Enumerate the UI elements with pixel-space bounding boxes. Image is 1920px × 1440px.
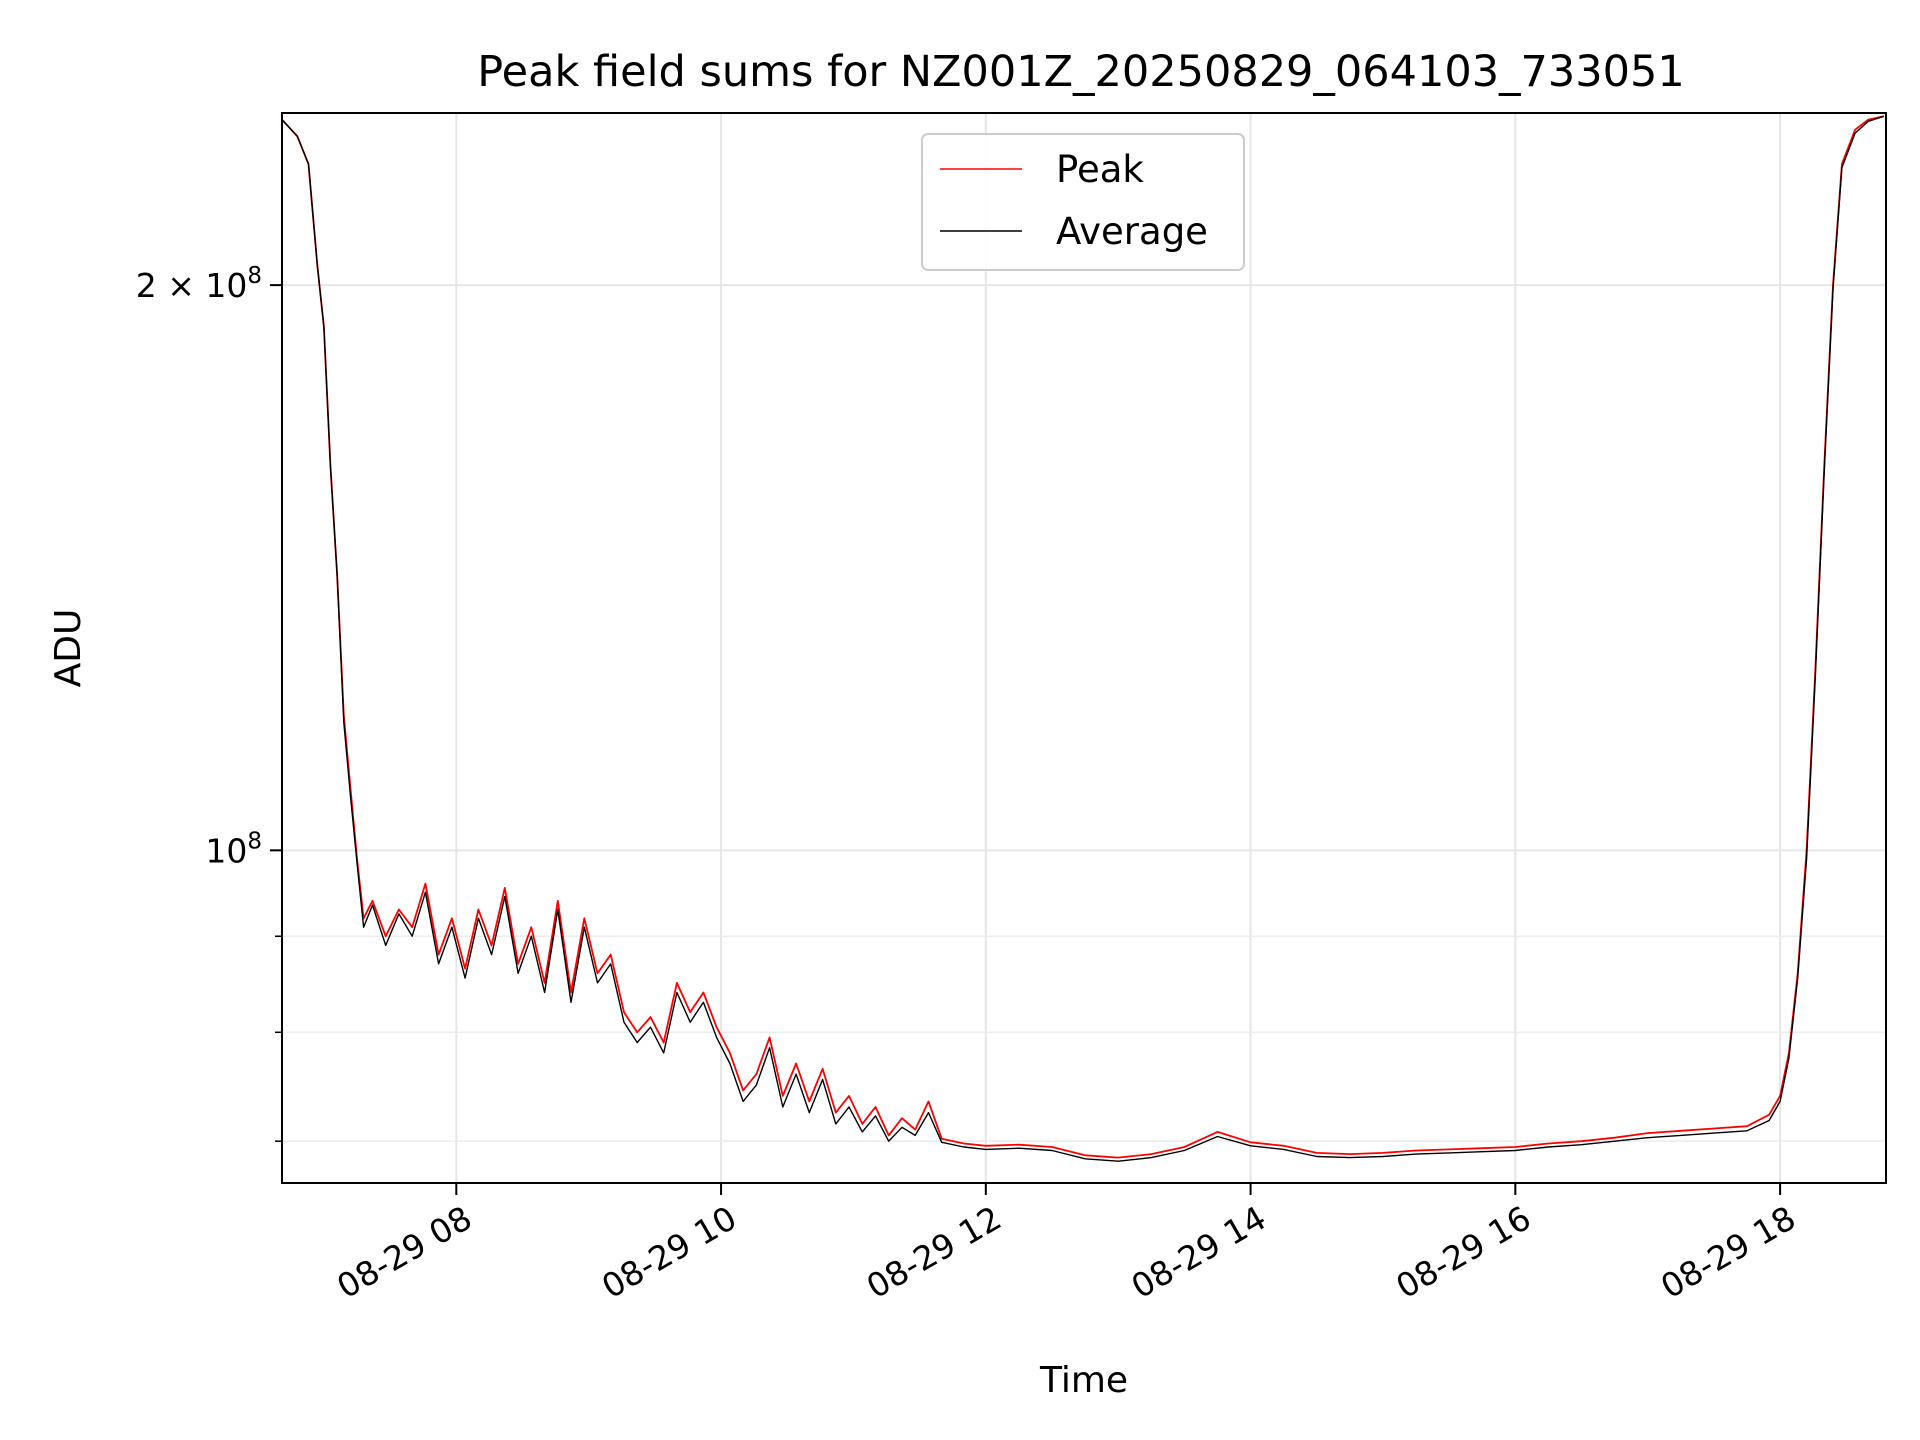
y-tick-label: 2 × 108 [136,263,262,305]
series-layer [281,115,1885,1162]
plot-frame [281,112,1887,1184]
legend-label-average: Average [1056,210,1208,253]
y-axis-label: ADU [48,609,89,688]
y-tick-label-exponent: 8 [247,828,262,854]
legend-label-peak: Peak [1056,148,1144,191]
x-axis-label: Time [1039,1360,1128,1401]
y-tick-label-base: 10 [205,831,247,870]
series-line-average [281,115,1885,1162]
series-line-peak [281,115,1884,1159]
chart-title: Peak field sums for NZ001Z_20250829_0641… [477,47,1684,97]
y-tick-label-exponent: 8 [247,263,262,289]
legend: Peak Average [921,133,1245,271]
legend-box [921,133,1245,271]
y-tick-label-base: 2 × 10 [136,266,248,305]
grid-layer [282,113,1886,1183]
y-tick-label: 108 [205,828,262,870]
